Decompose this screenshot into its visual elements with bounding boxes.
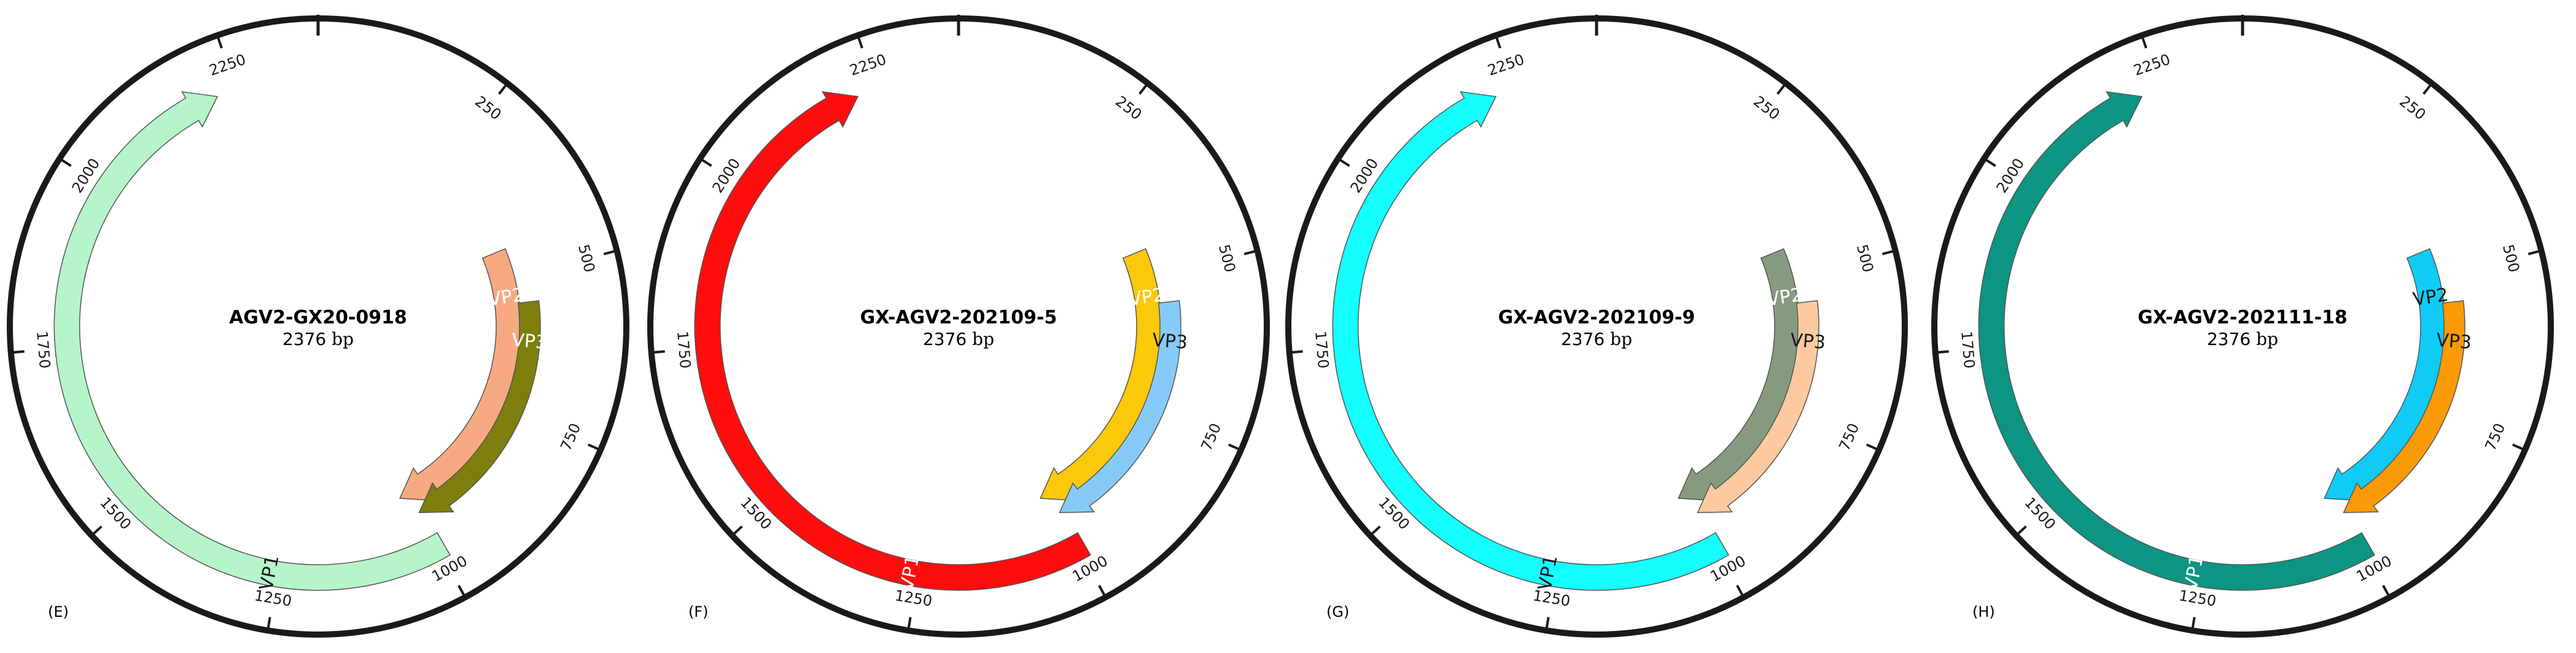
tick-mark [588,444,598,449]
tick-mark [2383,585,2389,595]
tick-mark [499,85,506,94]
tick-mark [1140,85,1146,94]
tick-mark [2528,251,2539,253]
tick-label: 2250 [847,51,889,79]
tick-mark [61,160,71,166]
length-unit: bp [332,329,354,349]
tick-label: 1750 [674,330,694,369]
plasmid-map-4: 250500750100012501500175020002250VP1VP2V… [1934,15,2551,635]
feature-label: VP3 [2435,330,2472,354]
sequence-length: 2376 bp [1561,329,1632,349]
tick-label: 1750 [1312,330,1332,369]
tick-mark [702,160,711,166]
tick-mark [1099,585,1105,595]
tick-mark [2424,85,2430,94]
tick-mark [1737,585,1743,595]
tick-label: 500 [1215,242,1239,274]
tick-label: 2250 [2131,51,2173,79]
tick-label: 500 [2499,242,2523,274]
sequence-length: 2376 bp [2207,329,2278,349]
feature-vp2: VP2 [2324,249,2450,500]
tick-mark [2513,444,2523,449]
tick-mark [14,352,25,353]
tick-mark [1229,444,1239,449]
tick-mark [2142,37,2146,48]
tick-mark [909,617,911,628]
tick-label: 2250 [207,51,248,79]
map-title: GX-AGV2-202109-5 [860,307,1057,328]
tick-mark [1986,160,1995,166]
panel-label: (E) [48,603,69,620]
map-title: GX-AGV2-202109-9 [1498,307,1695,328]
plasmid-map-3: 250500750100012501500175020002250VP1VP2V… [1288,15,1905,635]
plasmid-map-1: 250500750100012501500175020002250VP1VP2V… [10,15,626,635]
tick-mark [1292,352,1303,353]
tick-mark [654,352,665,353]
feature-vp2: VP2 [400,249,525,500]
feature-label: VP3 [511,330,548,354]
feature-vp2: VP2 [1678,249,1804,500]
tick-label: 500 [575,242,598,274]
tick-mark [1244,251,1255,253]
feature-label: VP3 [1151,330,1188,354]
tick-label: 750 [1835,420,1862,453]
length-unit: bp [972,329,994,349]
tick-label: 250 [472,93,504,123]
map-title: GX-AGV2-202111-18 [2138,307,2348,328]
length-unit: bp [1610,329,1632,349]
tick-mark [2193,617,2195,628]
map-title: AGV2-GX20-0918 [229,307,407,328]
feature-vp2: VP2 [1040,249,1165,500]
tick-label: 750 [557,420,584,453]
tick-label: 1750 [33,330,53,369]
plasmid-map-2: 250500750100012501500175020002250VP1VP2V… [650,15,1267,635]
tick-mark [1496,37,1500,48]
sequence-length: 2376 bp [282,329,354,349]
tick-mark [1372,527,1380,534]
panel-label: (H) [1972,603,1995,620]
tick-mark [93,527,101,534]
length-value: 2376 [923,329,967,349]
tick-label: 250 [1750,93,1783,123]
tick-mark [1547,617,1549,628]
tick-label: 750 [2481,420,2508,453]
tick-mark [218,37,222,48]
tick-label: 250 [1112,93,1145,123]
tick-mark [2018,527,2026,534]
tick-mark [1882,251,1893,253]
feature-label: VP3 [1789,330,1826,354]
tick-label: 750 [1197,420,1224,453]
length-value: 2376 [282,329,326,349]
length-value: 2376 [1561,329,1605,349]
tick-mark [459,585,464,595]
tick-label: 1750 [1958,330,1978,369]
tick-mark [1867,444,1877,449]
tick-mark [1778,85,1784,94]
tick-mark [1938,352,1949,353]
tick-mark [604,251,614,253]
panel-label: (F) [688,603,709,620]
sequence-length: 2376 bp [923,329,994,349]
tick-label: 2250 [1485,51,1527,79]
tick-label: 500 [1853,242,1877,274]
tick-mark [1340,160,1349,166]
length-value: 2376 [2207,329,2251,349]
tick-label: 250 [2396,93,2429,123]
tick-mark [858,37,862,48]
length-unit: bp [2256,329,2278,349]
tick-mark [268,617,270,628]
panel-label: (G) [1326,603,1349,620]
tick-mark [734,527,742,534]
